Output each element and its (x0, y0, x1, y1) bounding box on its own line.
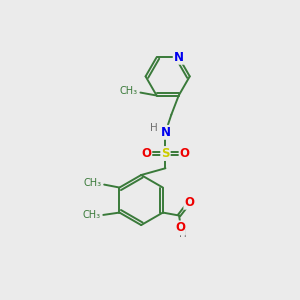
Text: CH₃: CH₃ (84, 178, 102, 188)
Text: CH₃: CH₃ (83, 210, 101, 220)
Text: O: O (184, 196, 194, 209)
Text: O: O (141, 147, 151, 160)
Text: O: O (180, 147, 190, 160)
Text: S: S (161, 147, 170, 160)
Text: N: N (174, 51, 184, 64)
Text: O: O (175, 221, 185, 234)
Text: H: H (150, 123, 158, 133)
Text: H: H (179, 229, 187, 239)
Text: CH₃: CH₃ (120, 86, 138, 96)
Text: N: N (160, 126, 170, 139)
